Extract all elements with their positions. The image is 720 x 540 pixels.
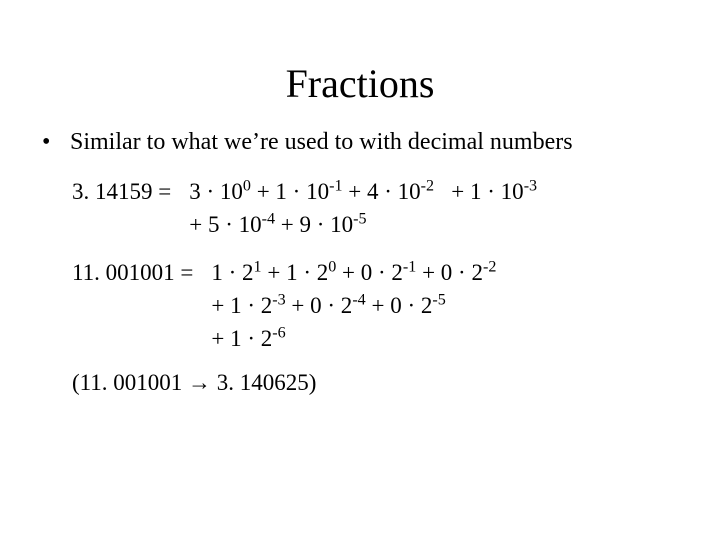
decimal-lhs: 3. 14159 = [72, 175, 189, 208]
decimal-line2: + 5 · 10-4 + 9 · 10-5 [189, 208, 684, 241]
binary-expansion: 11. 001001 = 1 · 21 + 1 · 20 + 0 · 2-1 +… [72, 256, 684, 356]
conversion-note: (11. 001001 → 3. 140625) [72, 370, 720, 396]
bullet-text: Similar to what we’re used to with decim… [70, 127, 684, 157]
decimal-expansion: 3. 14159 = 3 · 100 + 1 · 10-1 + 4 · 10-2… [72, 175, 684, 242]
binary-lhs: 11. 001001 = [72, 256, 211, 289]
binary-line1: 1 · 21 + 1 · 20 + 0 · 2-1 + 0 · 2-2 [211, 256, 684, 289]
slide: Fractions • Similar to what we’re used t… [0, 60, 720, 540]
binary-line3: + 1 · 2-6 [211, 322, 684, 355]
decimal-rhs: 3 · 100 + 1 · 10-1 + 4 · 10-2 + 1 · 10-3… [189, 175, 684, 242]
binary-line2: + 1 · 2-3 + 0 · 2-4 + 0 · 2-5 [211, 289, 684, 322]
binary-rhs: 1 · 21 + 1 · 20 + 0 · 2-1 + 0 · 2-2 + 1 … [211, 256, 684, 356]
decimal-line1: 3 · 100 + 1 · 10-1 + 4 · 10-2 + 1 · 10-3 [189, 175, 684, 208]
bullet-item: • Similar to what we’re used to with dec… [36, 127, 684, 157]
slide-title: Fractions [0, 60, 720, 107]
bullet-marker: • [36, 127, 70, 157]
